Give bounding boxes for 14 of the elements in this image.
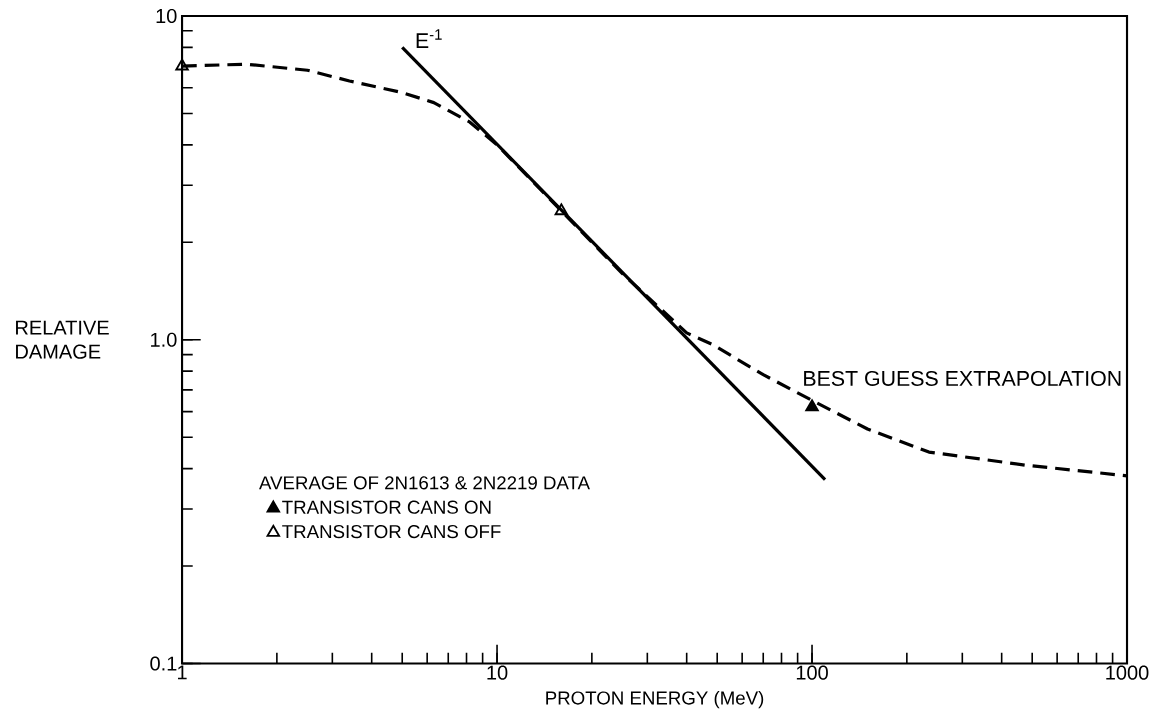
legend-label: TRANSISTOR CANS ON <box>282 500 491 514</box>
x-tick-label: 1000 <box>1106 665 1149 680</box>
y-tick-label: 10 <box>156 8 177 23</box>
x-axis-title: PROTON ENERGY (MeV) <box>546 690 764 709</box>
y-axis-title: RELATIVE DAMAGE <box>16 320 109 359</box>
x-tick-label: 10 <box>487 665 508 680</box>
x-tick-label: 100 <box>796 665 828 680</box>
legend-title: AVERAGE OF 2N1613 & 2N2219 DATA <box>259 476 590 490</box>
series-label: BEST GUESS EXTRAPOLATION <box>804 370 1121 386</box>
y-tick-label: 0.1 <box>150 656 177 671</box>
x-tick-label: 1 <box>178 665 187 680</box>
y-tick-label: 1.0 <box>151 332 177 347</box>
series-label: E$^{-1}$ <box>416 29 442 48</box>
legend-label: TRANSISTOR CANS OFF <box>282 524 501 539</box>
